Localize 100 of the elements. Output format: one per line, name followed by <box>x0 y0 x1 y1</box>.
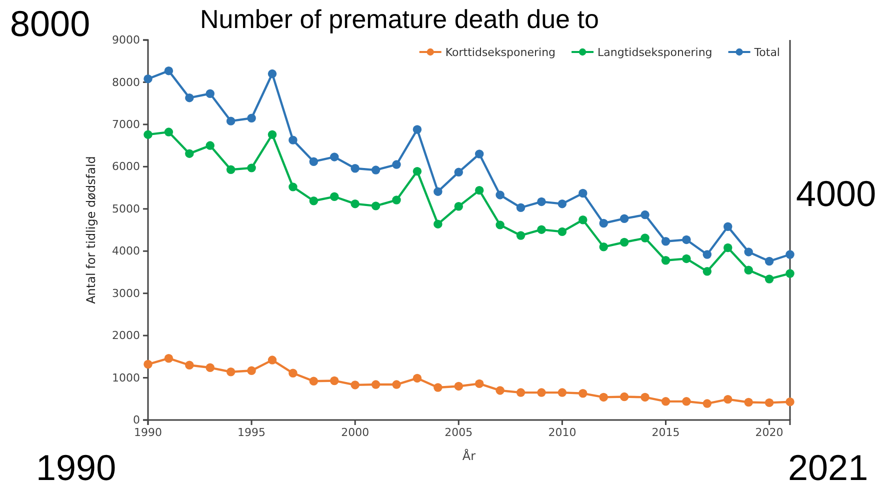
point <box>206 141 214 150</box>
y-tick-label: 9000 <box>112 34 140 47</box>
y-tick-label: 2000 <box>112 329 140 342</box>
point <box>185 360 194 370</box>
point <box>702 267 712 276</box>
x-tick-label: 2010 <box>548 426 576 439</box>
x-tick-label: 1990 <box>134 426 162 439</box>
legend-label: Korttidseksponering <box>445 46 556 59</box>
point <box>786 397 794 406</box>
point <box>434 220 442 228</box>
point <box>144 360 152 369</box>
point <box>226 165 236 174</box>
point <box>516 203 526 212</box>
point <box>640 210 650 220</box>
point <box>578 188 588 198</box>
legend-label: Langtidseksponering <box>598 46 712 59</box>
point <box>350 164 360 173</box>
point <box>640 234 650 242</box>
point <box>434 383 442 392</box>
x-tick-label: 1995 <box>238 426 266 439</box>
point <box>516 231 526 240</box>
point <box>206 89 214 98</box>
point <box>392 160 401 169</box>
point <box>620 238 629 247</box>
point <box>371 202 380 210</box>
point <box>247 366 256 375</box>
x-tick-label: 2000 <box>341 426 370 439</box>
point <box>330 192 339 202</box>
y-tick-label: 7000 <box>112 118 140 131</box>
point <box>226 116 236 126</box>
text: 2021 <box>788 447 868 486</box>
point <box>247 114 256 122</box>
point <box>599 242 608 252</box>
point <box>516 388 526 397</box>
point <box>764 274 774 284</box>
point <box>434 187 442 196</box>
point <box>496 190 504 200</box>
point <box>288 182 298 192</box>
y-tick-label: 3000 <box>112 286 140 300</box>
point <box>682 235 691 244</box>
point <box>558 199 567 208</box>
text: 4000 <box>796 173 876 214</box>
point <box>682 397 691 406</box>
x-tick-label: 2015 <box>652 426 680 439</box>
point <box>185 93 194 102</box>
point <box>371 166 380 174</box>
point <box>164 66 174 76</box>
point <box>724 222 732 231</box>
y-tick-label: 4000 <box>112 244 140 258</box>
y-tick-label: 5000 <box>112 202 140 216</box>
point <box>724 394 732 404</box>
point <box>764 398 774 408</box>
point <box>702 250 712 259</box>
point <box>392 196 401 204</box>
point <box>454 168 464 177</box>
point <box>144 130 152 139</box>
point <box>682 254 691 264</box>
point <box>537 388 546 397</box>
point <box>454 202 464 211</box>
point <box>578 389 588 398</box>
point <box>412 166 422 176</box>
point <box>350 380 360 390</box>
point <box>474 150 484 158</box>
legend-label: Total <box>753 46 780 59</box>
point <box>454 382 464 391</box>
chart-title: Number of premature death due to <box>200 4 599 34</box>
point <box>744 248 753 256</box>
point <box>288 368 298 378</box>
point <box>640 392 650 402</box>
y-tick-label: 1000 <box>112 371 140 384</box>
point <box>661 237 670 246</box>
point <box>371 380 380 389</box>
point <box>599 218 608 228</box>
point <box>309 376 318 386</box>
point <box>620 392 629 402</box>
point <box>330 152 339 162</box>
x-axis-title: År <box>462 448 476 463</box>
text: 8000 <box>10 3 90 44</box>
point <box>247 164 256 172</box>
point <box>226 368 236 376</box>
point <box>578 216 588 224</box>
point <box>412 374 422 383</box>
point <box>702 399 712 408</box>
point <box>268 356 277 364</box>
point <box>185 149 194 158</box>
y-axis-title: Antal for tidlige dødsfald <box>84 156 98 304</box>
point <box>288 136 298 144</box>
point <box>558 227 567 236</box>
point <box>474 186 484 195</box>
y-tick-label: 0 <box>133 414 140 427</box>
y-tick-label: 8000 <box>112 76 140 89</box>
y-tick-label: 6000 <box>112 160 140 174</box>
point <box>350 199 360 208</box>
point <box>620 214 629 223</box>
point <box>164 354 174 363</box>
point <box>309 196 318 206</box>
point <box>474 379 484 388</box>
point <box>537 197 546 206</box>
point <box>330 376 339 386</box>
point <box>661 256 670 265</box>
